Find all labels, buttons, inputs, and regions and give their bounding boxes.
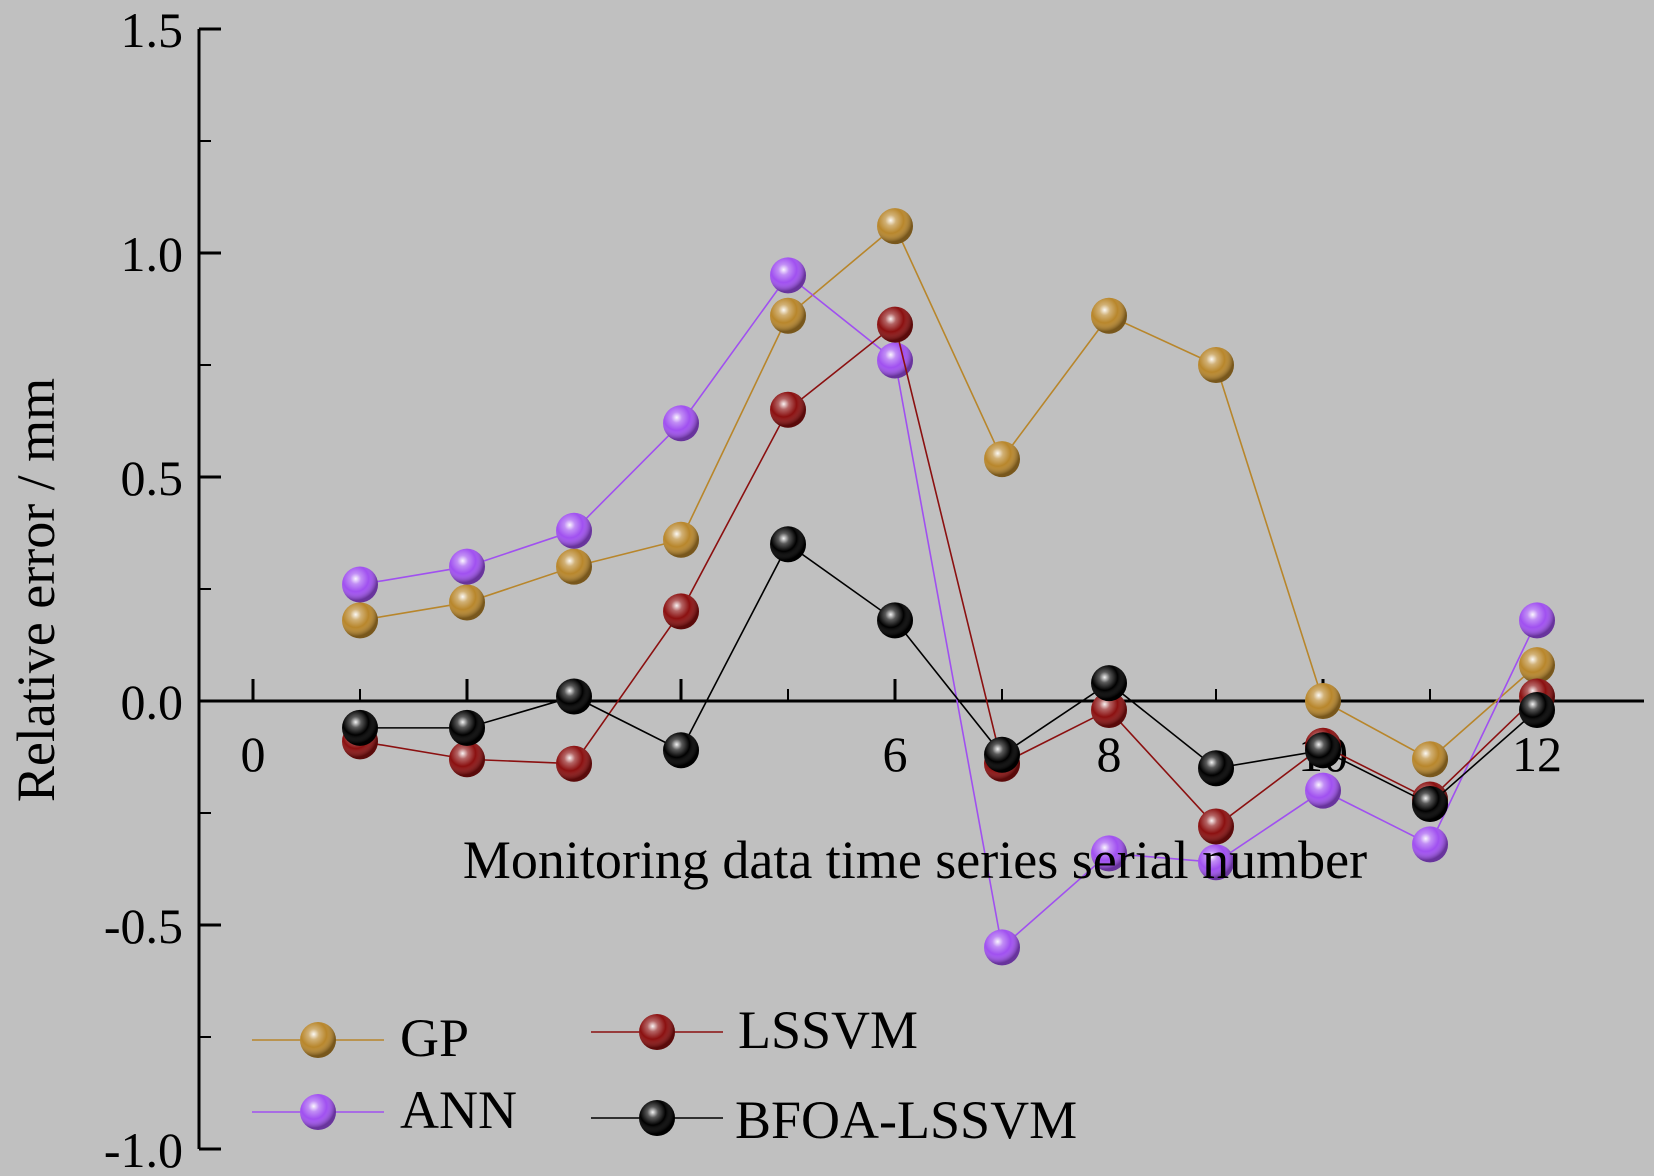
data-point-shine [1412,826,1448,863]
series-layer [342,208,1555,966]
data-point-shine [663,732,699,769]
data-point-shine [449,741,485,778]
series-line [360,543,1538,805]
series-line [359,224,1538,761]
legend-label: LSSVM [738,1000,918,1060]
data-point-shine [1519,602,1555,639]
legend-marker-shine [639,1014,675,1050]
data-point-shine [770,526,806,563]
legend: GP ANN LSSVM BFOA-LSSVM [252,1000,1077,1150]
data-point-shine [1198,750,1234,787]
legend-label: BFOA-LSSVM [735,1090,1077,1150]
y-tick-label: 1.5 [121,2,184,58]
legend-item-gp: GP [252,1008,469,1068]
data-point-shine [1519,647,1555,684]
y-tick-label: 0.0 [121,674,184,730]
data-point-shine [1198,844,1234,881]
data-point-shine [663,521,699,558]
data-point-shine [770,297,806,334]
data-point-shine [556,745,592,782]
data-point-shine [1305,732,1341,769]
data-point-shine [449,584,485,621]
series-line [359,323,1538,828]
data-point-shine [1412,786,1448,823]
data-point-shine [449,548,485,585]
data-point-shine [877,602,913,639]
data-point-shine [342,602,378,639]
data-point-shine [1091,665,1127,702]
legend-label: ANN [400,1080,517,1140]
y-tick-label: 0.5 [121,450,184,506]
series-line [359,274,1538,949]
data-point-shine [1305,683,1341,719]
data-point-shine [984,441,1020,478]
data-point-shine [770,391,806,428]
data-point-shine [984,929,1020,966]
legend-label: GP [400,1008,469,1068]
data-point-shine [1091,691,1127,728]
data-point-shine [663,405,699,442]
data-point-shine [1091,835,1127,872]
data-point-shine [1198,808,1234,845]
x-tick-label: 12 [1512,726,1562,782]
legend-marker-shine [300,1022,336,1058]
legend-item-lssvm: LSSVM [591,1000,918,1060]
series-lssvm [342,306,1555,845]
x-axis-label: Monitoring data time series serial numbe… [463,830,1367,890]
data-point-shine [449,709,485,746]
y-tick-label: -1.0 [104,1122,183,1171]
legend-marker-shine [300,1094,336,1130]
axes: -1.0-0.50.00.51.01.50681012 [104,2,1644,1176]
data-point-shine [877,208,913,245]
y-tick-label: -0.5 [104,898,183,954]
y-axis-label: Relative error / mm [6,378,66,802]
data-point-shine [342,709,378,746]
series-gp [342,208,1555,778]
x-tick-label: 0 [241,726,266,782]
series-ann [342,257,1555,966]
data-point-shine [556,548,592,585]
x-tick-label: 6 [883,726,908,782]
series-bfoa-lssvm [342,526,1555,823]
data-point-shine [1519,691,1555,728]
data-point-shine [1412,741,1448,778]
data-point-shine [663,593,699,630]
data-point-shine [1091,297,1127,334]
data-point-shine [770,257,806,294]
legend-marker-shine [639,1100,675,1136]
data-point-shine [1198,347,1234,383]
y-tick-label: 1.0 [121,226,184,282]
data-point-shine [984,736,1020,773]
data-point-shine [556,678,592,715]
data-point-shine [342,566,378,603]
data-point-shine [1305,772,1341,809]
data-point-shine [877,306,913,343]
legend-item-bfoa-lssvm: BFOA-LSSVM [591,1090,1077,1150]
legend-item-ann: ANN [252,1080,517,1140]
x-tick-label: 8 [1097,726,1122,782]
data-point-shine [556,512,592,549]
data-point-shine [877,342,913,379]
